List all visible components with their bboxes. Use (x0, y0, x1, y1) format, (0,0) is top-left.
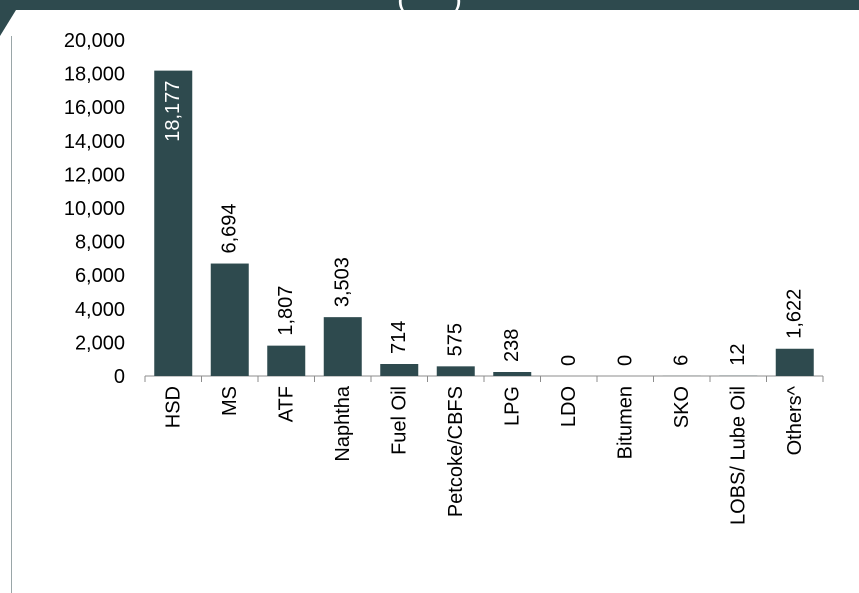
x-category-label: Others^ (784, 385, 806, 455)
bar-value-label: 0 (558, 355, 580, 366)
bar-value-label: 6 (671, 355, 693, 366)
bar-value-label: 1,622 (784, 289, 806, 339)
header-band: ( ) (0, 0, 859, 12)
x-category-label: Bitumen (614, 386, 636, 459)
x-category-label: LDO (558, 386, 580, 427)
y-tick-label: 16,000 (64, 97, 125, 119)
bar-value-label: 1,807 (275, 286, 297, 336)
bar (775, 348, 814, 376)
bar-value-label: 0 (614, 355, 636, 366)
y-tick-label: 4,000 (75, 299, 125, 321)
y-tick-label: 12,000 (64, 164, 125, 186)
x-category-label: HSD (162, 386, 184, 428)
bar-value-label: 12 (727, 344, 749, 366)
bar-value-label: 238 (501, 329, 523, 362)
bar (154, 70, 193, 376)
y-tick-label: 8,000 (75, 232, 125, 254)
y-tick-label: 20,000 (64, 30, 125, 52)
x-category-label: ATF (275, 386, 297, 422)
y-tick-label: 14,000 (64, 131, 125, 153)
bar-value-label: 18,177 (162, 81, 184, 142)
x-category-label: MS (219, 386, 241, 416)
y-tick-label: 6,000 (75, 265, 125, 287)
bar-value-label: 714 (388, 321, 410, 354)
bar (380, 364, 419, 376)
y-tick-label: 0 (114, 366, 125, 388)
x-category-label: LOBS/ Lube Oil (727, 386, 749, 525)
x-category-label: LPG (501, 386, 523, 426)
bar (210, 263, 249, 376)
bar (436, 366, 475, 376)
x-category-label: SKO (671, 386, 693, 428)
x-category-label: Fuel Oil (388, 386, 410, 455)
y-tick-label: 18,000 (64, 64, 125, 86)
bar (493, 372, 532, 376)
bar-value-label: 6,694 (219, 203, 241, 253)
x-category-label: Petcoke/CBFS (445, 386, 467, 517)
bar (267, 345, 306, 376)
y-tick-label: 2,000 (75, 332, 125, 354)
corner-accent (0, 10, 16, 36)
bar (323, 317, 362, 376)
bar-value-label: 3,503 (332, 257, 354, 307)
y-tick-label: 10,000 (64, 198, 125, 220)
chart-title-fragment: ( ) (397, 0, 462, 12)
bar-value-label: 575 (445, 323, 467, 356)
x-category-label: Naphtha (332, 385, 354, 461)
left-divider (11, 36, 12, 593)
